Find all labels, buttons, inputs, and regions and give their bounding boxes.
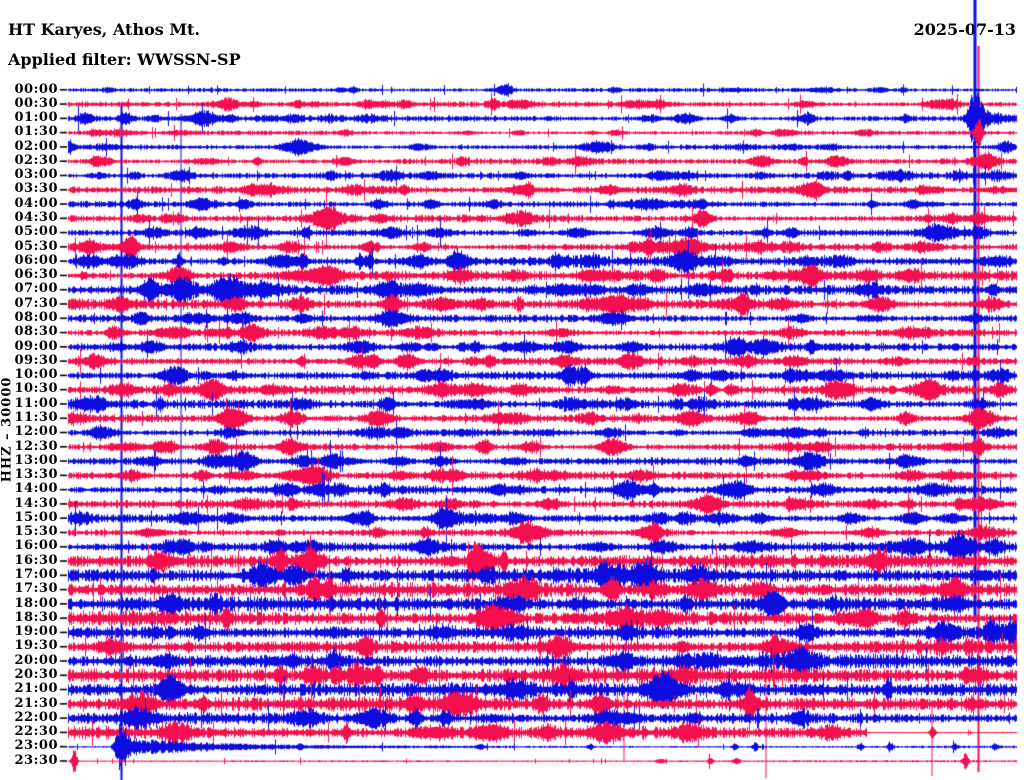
- time-label: 08:30: [14, 324, 58, 339]
- time-label: 01:30: [14, 124, 58, 139]
- time-label: 02:30: [14, 153, 58, 168]
- time-label: 16:00: [14, 538, 58, 553]
- time-label: 01:00: [14, 110, 58, 125]
- time-label: 13:00: [14, 453, 58, 468]
- date-label: 2025-07-13: [913, 20, 1016, 39]
- time-label: 19:30: [14, 638, 58, 653]
- time-label: 06:00: [14, 253, 58, 268]
- time-label: 20:00: [14, 653, 58, 668]
- time-label: 14:30: [14, 496, 58, 511]
- time-label: 16:30: [14, 553, 58, 568]
- time-label: 00:30: [14, 96, 58, 111]
- time-label: 12:30: [14, 439, 58, 454]
- time-label: 22:30: [14, 724, 58, 739]
- time-label: 07:30: [14, 296, 58, 311]
- time-label: 10:30: [14, 381, 58, 396]
- time-label: 04:30: [14, 210, 58, 225]
- time-label: 07:00: [14, 281, 58, 296]
- time-label: 18:30: [14, 610, 58, 625]
- time-label: 11:00: [14, 396, 58, 411]
- time-label: 12:00: [14, 424, 58, 439]
- time-label: 17:30: [14, 581, 58, 596]
- time-label: 22:00: [14, 710, 58, 725]
- time-label: 05:30: [14, 239, 58, 254]
- time-label: 09:30: [14, 353, 58, 368]
- time-label: 05:00: [14, 224, 58, 239]
- time-label: 03:30: [14, 181, 58, 196]
- time-label: 15:30: [14, 524, 58, 539]
- time-label: 14:00: [14, 481, 58, 496]
- time-label: 19:00: [14, 624, 58, 639]
- time-label: 13:30: [14, 467, 58, 482]
- time-label: 00:00: [14, 82, 58, 97]
- time-label: 15:00: [14, 510, 58, 525]
- time-label: 08:00: [14, 310, 58, 325]
- time-label: 09:00: [14, 339, 58, 354]
- time-label: 11:30: [14, 410, 58, 425]
- time-label: 04:00: [14, 196, 58, 211]
- time-label: 17:00: [14, 567, 58, 582]
- time-label: 23:00: [14, 738, 58, 753]
- time-label: 03:00: [14, 167, 58, 182]
- time-label: 18:00: [14, 596, 58, 611]
- time-label: 23:30: [14, 753, 58, 768]
- time-label: 21:00: [14, 681, 58, 696]
- time-axis: 00:00 00:30 01:00 01:30 02:00 02:30 03:00 03:30…: [0, 0, 58, 780]
- time-label: 10:00: [14, 367, 58, 382]
- time-label: 02:00: [14, 139, 58, 154]
- time-label: 21:30: [14, 696, 58, 711]
- time-label: 20:30: [14, 667, 58, 682]
- time-label: 06:30: [14, 267, 58, 282]
